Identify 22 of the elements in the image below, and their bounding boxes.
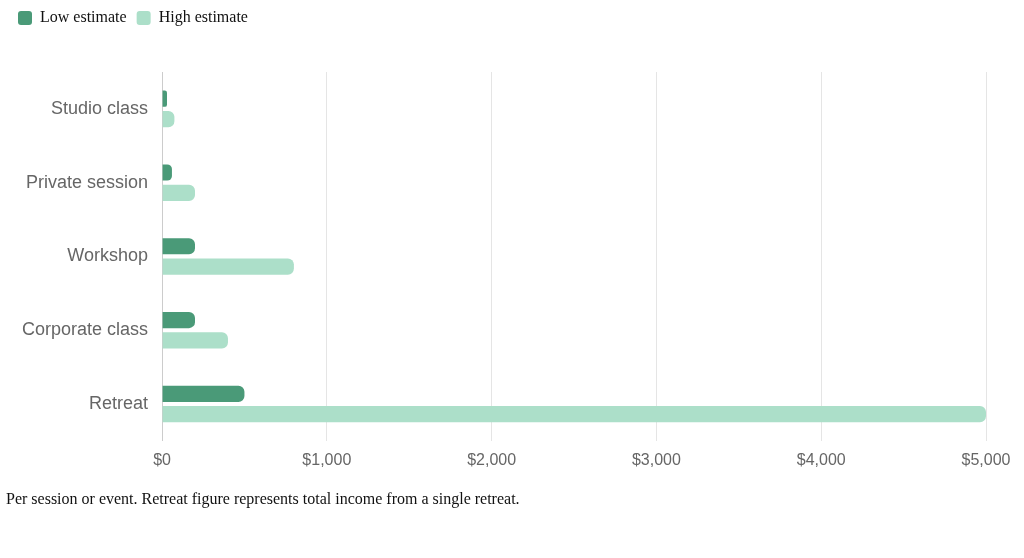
x-tick-label: $3,000 bbox=[631, 450, 681, 468]
bar bbox=[162, 90, 167, 107]
text: Per session or event. Retreat figure represents total income from a single retreat. bbox=[6, 490, 521, 508]
y-tick-label: Workshop bbox=[67, 245, 149, 266]
x-tick-label: $5,000 bbox=[961, 450, 1011, 468]
bar bbox=[162, 184, 196, 201]
x-tick-label: $0 bbox=[153, 450, 172, 468]
bar bbox=[162, 238, 196, 255]
bar bbox=[162, 385, 245, 402]
legend-label: High estimate bbox=[158, 8, 248, 27]
bar bbox=[162, 258, 294, 275]
x-tick-label: $4,000 bbox=[796, 450, 846, 468]
bar bbox=[162, 332, 228, 349]
y-tick-label: Corporate class bbox=[21, 319, 149, 340]
x-tick-label: $2,000 bbox=[467, 450, 517, 468]
bar bbox=[162, 405, 986, 423]
y-tick-label: Studio class bbox=[50, 97, 149, 118]
y-tick-label: Retreat bbox=[89, 392, 149, 413]
x-tick-label: $1,000 bbox=[302, 450, 352, 468]
y-tick-label: Private session bbox=[25, 171, 149, 192]
legend-label: Low estimate bbox=[40, 8, 127, 26]
bar bbox=[162, 311, 196, 329]
